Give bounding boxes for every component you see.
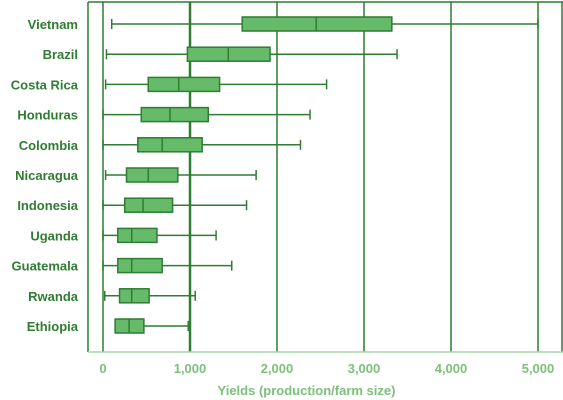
x-tick-label-2000: 2,000 bbox=[261, 361, 294, 376]
box-iqr bbox=[117, 257, 163, 274]
category-label: Brazil bbox=[43, 47, 78, 62]
category-label: Indonesia bbox=[17, 198, 78, 213]
category-label: Uganda bbox=[30, 228, 78, 243]
box-iqr bbox=[124, 197, 174, 213]
category-label: Honduras bbox=[17, 108, 78, 123]
box-guatemala bbox=[102, 257, 233, 274]
box-costa-rica bbox=[104, 76, 328, 93]
box-indonesia bbox=[102, 197, 248, 213]
category-label: Ethiopia bbox=[27, 319, 79, 334]
box-iqr bbox=[117, 227, 158, 244]
box-honduras bbox=[102, 106, 311, 123]
box-series bbox=[102, 16, 539, 334]
category-label: Nicaragua bbox=[15, 168, 79, 183]
box-rwanda bbox=[103, 288, 196, 304]
x-tick-labels: 0 1,000 2,000 3,000 4,000 5,000 bbox=[99, 361, 554, 376]
box-iqr bbox=[241, 16, 393, 32]
box-iqr bbox=[140, 106, 210, 123]
box-nicaragua bbox=[104, 167, 257, 183]
box-iqr bbox=[137, 137, 203, 153]
box-brazil bbox=[105, 46, 398, 62]
box-vietnam bbox=[110, 16, 539, 32]
x-tick-label-1000: 1,000 bbox=[174, 361, 207, 376]
category-label: Guatemala bbox=[12, 259, 79, 274]
box-ethiopia bbox=[114, 318, 190, 334]
category-label: Colombia bbox=[19, 138, 79, 153]
box-uganda bbox=[102, 227, 217, 244]
category-labels: Vietnam Brazil Costa Rica Honduras Colombia N… bbox=[11, 17, 79, 334]
x-tick-label-3000: 3,000 bbox=[348, 361, 381, 376]
category-label: Vietnam bbox=[28, 17, 78, 32]
x-axis-title: Yields (production/farm size) bbox=[218, 383, 396, 398]
box-colombia bbox=[102, 137, 302, 153]
category-label: Costa Rica bbox=[11, 77, 79, 92]
x-tick-label-0: 0 bbox=[99, 361, 106, 376]
x-tick-label-5000: 5,000 bbox=[522, 361, 555, 376]
box-iqr bbox=[147, 76, 221, 93]
x-tick-label-4000: 4,000 bbox=[435, 361, 468, 376]
box-iqr bbox=[118, 288, 150, 304]
box-iqr bbox=[125, 167, 179, 183]
category-label: Rwanda bbox=[28, 289, 79, 304]
